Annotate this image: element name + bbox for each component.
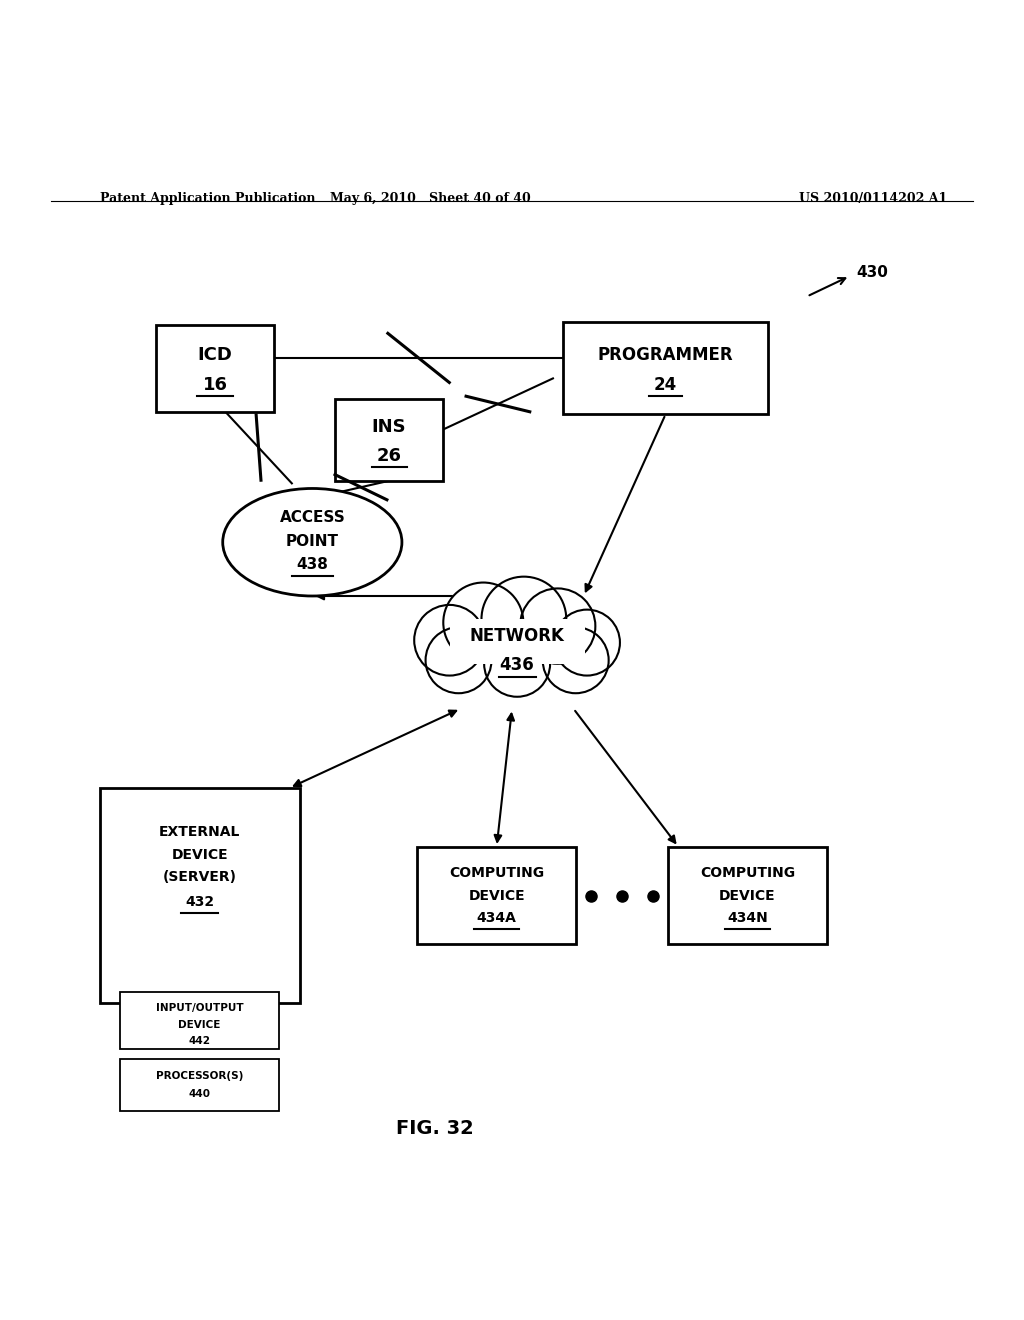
Circle shape [543, 627, 608, 693]
Text: DEVICE: DEVICE [178, 1019, 221, 1030]
Text: 436: 436 [500, 656, 535, 675]
Text: POINT: POINT [286, 533, 339, 549]
Text: INPUT/OUTPUT: INPUT/OUTPUT [156, 1003, 244, 1014]
Text: EXTERNAL: EXTERNAL [159, 825, 241, 840]
Text: FIG. 32: FIG. 32 [396, 1119, 474, 1138]
Text: ICD: ICD [198, 346, 232, 364]
Circle shape [426, 627, 492, 693]
Text: COMPUTING: COMPUTING [450, 866, 544, 880]
Text: Patent Application Publication: Patent Application Publication [100, 191, 315, 205]
FancyBboxPatch shape [121, 1060, 279, 1110]
Text: 440: 440 [188, 1089, 211, 1100]
Circle shape [484, 631, 550, 697]
Text: 438: 438 [296, 557, 329, 573]
Text: DEVICE: DEVICE [719, 888, 776, 903]
Text: 434N: 434N [727, 911, 768, 925]
Circle shape [554, 610, 620, 676]
Text: NETWORK: NETWORK [470, 627, 564, 645]
Circle shape [414, 605, 485, 676]
Text: 432: 432 [185, 895, 214, 908]
Text: (SERVER): (SERVER) [163, 870, 237, 884]
Text: 16: 16 [203, 376, 227, 393]
Text: INS: INS [372, 417, 407, 436]
Text: PROGRAMMER: PROGRAMMER [598, 346, 733, 364]
Text: DEVICE: DEVICE [468, 888, 525, 903]
Text: PROCESSOR(S): PROCESSOR(S) [156, 1071, 244, 1081]
FancyBboxPatch shape [418, 847, 575, 944]
Text: 24: 24 [654, 376, 677, 393]
Circle shape [443, 582, 523, 663]
FancyBboxPatch shape [100, 788, 299, 1003]
Text: 26: 26 [377, 447, 401, 465]
Text: ACCESS: ACCESS [280, 510, 345, 525]
FancyBboxPatch shape [668, 847, 827, 944]
Ellipse shape [223, 488, 401, 597]
Text: 434A: 434A [477, 911, 516, 925]
FancyBboxPatch shape [450, 619, 585, 664]
FancyBboxPatch shape [563, 322, 768, 414]
Text: COMPUTING: COMPUTING [700, 866, 795, 880]
Circle shape [481, 577, 566, 661]
Text: 430: 430 [856, 265, 888, 280]
Text: US 2010/0114202 A1: US 2010/0114202 A1 [799, 191, 947, 205]
Text: 442: 442 [188, 1036, 211, 1045]
Text: DEVICE: DEVICE [171, 847, 228, 862]
FancyBboxPatch shape [336, 399, 442, 480]
FancyBboxPatch shape [156, 325, 274, 412]
FancyBboxPatch shape [431, 619, 603, 672]
Circle shape [520, 589, 595, 664]
FancyBboxPatch shape [121, 993, 279, 1048]
Text: May 6, 2010   Sheet 40 of 40: May 6, 2010 Sheet 40 of 40 [330, 191, 530, 205]
